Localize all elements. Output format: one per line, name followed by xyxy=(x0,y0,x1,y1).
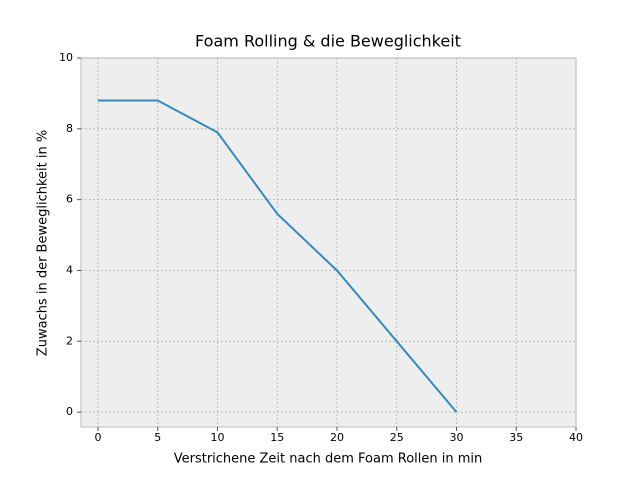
data-line xyxy=(97,99,458,413)
y-tick-label: 8 xyxy=(66,122,73,135)
chart-title: Foam Rolling & die Beweglichkeit xyxy=(195,32,461,51)
x-tick-label: 0 xyxy=(94,431,101,444)
y-tick-label: 4 xyxy=(66,263,73,276)
grid xyxy=(81,57,577,427)
y-tick-label: 6 xyxy=(66,193,73,206)
x-tick-label: 15 xyxy=(270,431,284,444)
x-tick-label: 20 xyxy=(330,431,344,444)
y-axis-label: Zuwachs in der Beweglichkeit in % xyxy=(36,130,51,356)
y-tick-label: 0 xyxy=(66,405,73,418)
x-tick-label: 5 xyxy=(154,431,161,444)
x-axis-label: Verstrichene Zeit nach dem Foam Rollen i… xyxy=(174,452,483,467)
x-tick-label: 40 xyxy=(569,431,583,444)
x-tick-label: 30 xyxy=(449,431,463,444)
y-tick-label: 10 xyxy=(59,51,73,64)
plot-area xyxy=(80,57,577,428)
x-tick-label: 10 xyxy=(210,431,224,444)
y-tick-label: 2 xyxy=(66,334,73,347)
x-tick-label: 35 xyxy=(509,431,523,444)
x-tick-label: 25 xyxy=(390,431,404,444)
